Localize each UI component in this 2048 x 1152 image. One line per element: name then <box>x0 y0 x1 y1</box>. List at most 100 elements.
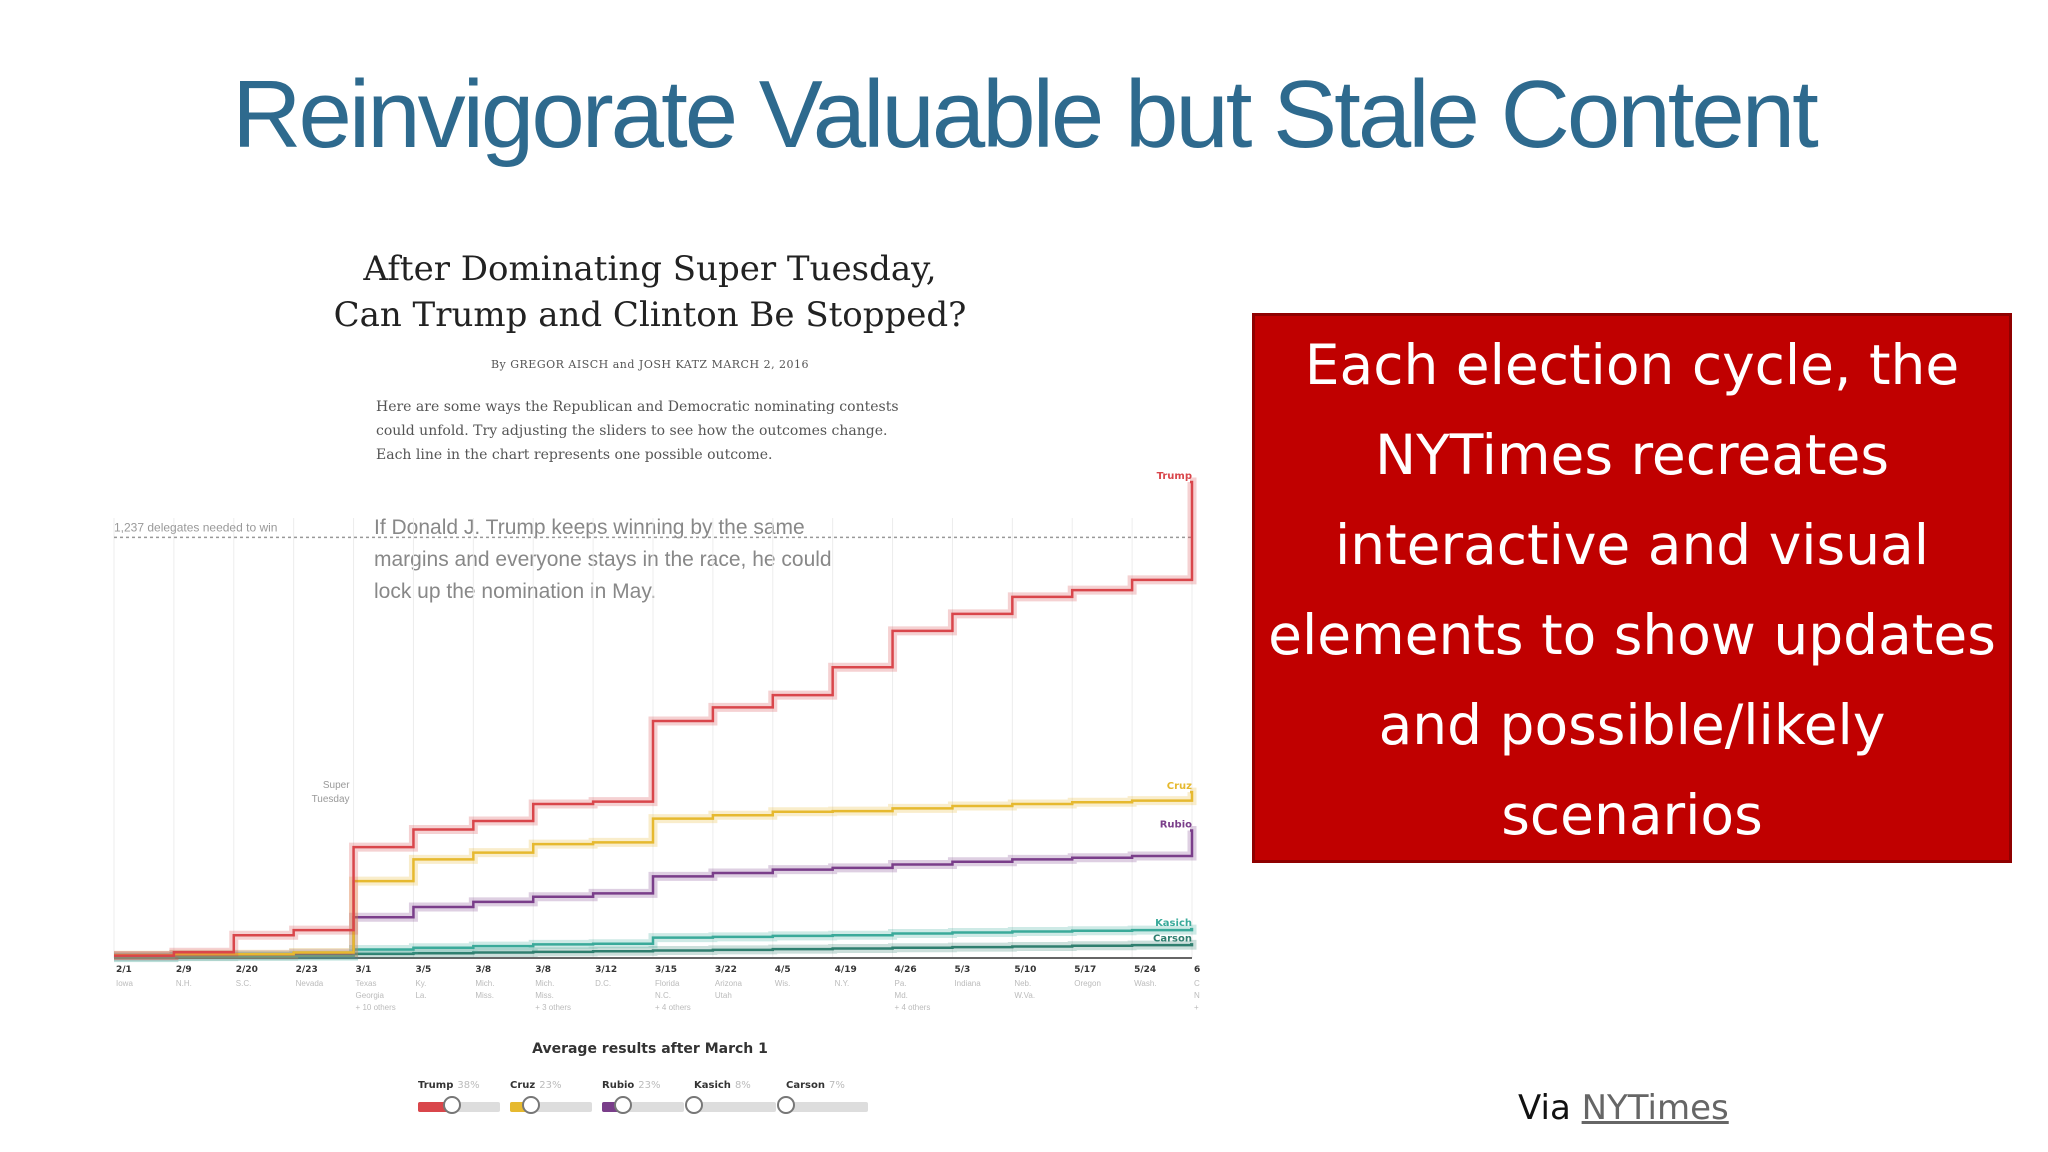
threshold-label: 1,237 delegates needed to win <box>114 520 277 534</box>
x-tick-sublabel: Neb. <box>1014 979 1031 988</box>
callout-line: interactive and visual <box>1334 513 1930 577</box>
x-tick-sublabel: Texas <box>356 979 377 988</box>
callout-line: NYTimes recreates <box>1375 423 1889 487</box>
x-tick-sublabel: Mich. <box>475 979 494 988</box>
callout-line: scenarios <box>1501 783 1763 847</box>
x-tick-label: 3/1 <box>356 965 372 975</box>
x-tick-label: 2/23 <box>296 965 318 975</box>
article-intro-line: could unfold. Try adjusting the sliders … <box>376 423 888 439</box>
x-tick-label: 3/8 <box>475 965 491 975</box>
slider-trump: Trump 38% <box>418 1080 500 1130</box>
slider-track[interactable] <box>418 1096 500 1114</box>
callout-line: elements to show updates <box>1268 603 1996 667</box>
article-intro: Here are some ways the Republican and De… <box>376 395 1036 467</box>
slider-rubio: Rubio 23% <box>602 1080 684 1130</box>
article-intro-line: Each line in the chart represents one po… <box>376 447 773 463</box>
x-tick-label: 4/19 <box>835 965 857 975</box>
series-label: Kasich <box>1155 918 1192 929</box>
series-line-cruz <box>114 790 1194 957</box>
x-tick-sublabel: Ky. <box>415 979 426 988</box>
via-label: Via <box>1518 1088 1571 1128</box>
annotation-label: Tuesday <box>312 794 350 805</box>
slider-track[interactable] <box>510 1096 592 1114</box>
slider-percent: 8% <box>734 1080 751 1091</box>
callout-line: Each election cycle, the <box>1304 333 1960 397</box>
x-tick-label: 5/17 <box>1074 965 1096 975</box>
callout-box: Each election cycle, the NYTimes recreat… <box>1252 313 2012 863</box>
x-tick-label: 2/20 <box>236 965 258 975</box>
x-tick-sublabel: + 4 others <box>655 1003 691 1012</box>
x-tick-sublabel: Md. <box>895 991 908 1000</box>
article-headline: After Dominating Super Tuesday, Can Trum… <box>100 246 1200 338</box>
sliders-title: Average results after March 1 <box>532 1041 768 1057</box>
x-tick-sublabel: + 4 others <box>1194 1003 1200 1012</box>
slider-kasich: Kasich 8% <box>685 1080 776 1130</box>
x-tick-sublabel: Wis. <box>775 979 791 988</box>
x-tick-label: 5/24 <box>1134 965 1156 975</box>
annotation-label: Super <box>323 780 350 791</box>
x-tick-label: 3/12 <box>595 965 617 975</box>
x-tick-label: 6/7 <box>1194 965 1200 975</box>
series-label: Cruz <box>1167 781 1192 792</box>
source-credit: Via NYTimes <box>1518 1088 1729 1128</box>
slider-percent: 23% <box>539 1080 562 1091</box>
scenario-line: lock up the nomination in May. <box>374 580 657 603</box>
slider-fill <box>602 1102 624 1112</box>
x-tick-sublabel: + 4 others <box>895 1003 931 1012</box>
nytimes-link[interactable]: NYTimes <box>1581 1088 1729 1128</box>
article-headline-line: After Dominating Super Tuesday, <box>363 249 937 289</box>
series-label: Carson <box>1153 933 1192 944</box>
series-label: Trump <box>1157 471 1192 482</box>
series-label: Rubio <box>1160 820 1192 831</box>
slider-knob[interactable] <box>685 1096 703 1114</box>
x-tick-sublabel: Calif. <box>1194 979 1200 988</box>
slider-track[interactable] <box>685 1096 776 1114</box>
article-intro-line: Here are some ways the Republican and De… <box>376 399 899 415</box>
article-screenshot: After Dominating Super Tuesday, Can Trum… <box>100 240 1200 1152</box>
slide-title: Reinvigorate Valuable but Stale Content <box>232 61 1819 168</box>
x-tick-label: 5/3 <box>954 965 970 975</box>
x-tick-sublabel: N.Y. <box>835 979 850 988</box>
article-scenario-text: If Donald J. Trump keeps winning by the … <box>374 512 934 608</box>
x-tick-sublabel: Florida <box>655 979 680 988</box>
slider-fill <box>510 1102 532 1112</box>
callout-line: and possible/likely <box>1378 693 1886 757</box>
slider-track[interactable] <box>602 1096 684 1114</box>
x-tick-sublabel: Pa. <box>895 979 907 988</box>
x-tick-sublabel: Utah <box>715 991 732 1000</box>
slider-carson: Carson 7% <box>777 1080 868 1130</box>
x-tick-sublabel: S.C. <box>236 979 252 988</box>
slider-knob[interactable] <box>777 1096 795 1114</box>
slider-label: Kasich 8% <box>694 1080 751 1091</box>
x-tick-sublabel: D.C. <box>595 979 611 988</box>
series-line-trump <box>114 480 1194 957</box>
slider-knob[interactable] <box>522 1096 541 1114</box>
x-tick-sublabel: N.H. <box>176 979 192 988</box>
delegate-chart: 1,237 delegates needed to win Super Tuesda… <box>113 471 1200 1012</box>
x-tick-sublabel: + 10 others <box>356 1003 396 1012</box>
article-headline-line: Can Trump and Clinton Be Stopped? <box>333 295 967 335</box>
slider-knob[interactable] <box>443 1096 462 1114</box>
x-tick-sublabel: Oregon <box>1074 979 1101 988</box>
x-tick-sublabel: Georgia <box>356 991 385 1000</box>
x-tick-sublabel: Arizona <box>715 979 743 988</box>
x-tick-label: 3/15 <box>655 965 677 975</box>
scenario-line: margins and everyone stays in the race, … <box>374 548 832 571</box>
slider-percent: 23% <box>638 1080 661 1091</box>
x-tick-label: 4/26 <box>895 965 917 975</box>
x-tick-label: 4/5 <box>775 965 791 975</box>
x-tick-label: 3/8 <box>535 965 551 975</box>
slider-percent: 7% <box>828 1080 845 1091</box>
slider-label: Trump 38% <box>418 1080 480 1091</box>
slider-knob[interactable] <box>614 1096 633 1114</box>
x-tick-sublabel: Miss. <box>535 991 554 1000</box>
x-tick-label: 3/5 <box>415 965 431 975</box>
x-tick-sublabel: Wash. <box>1134 979 1156 988</box>
x-tick-sublabel: W.Va. <box>1014 991 1035 1000</box>
slider-cruz: Cruz 23% <box>510 1080 592 1130</box>
x-tick-label: 3/22 <box>715 965 737 975</box>
slider-label: Carson 7% <box>786 1080 845 1091</box>
x-tick-label: 2/1 <box>116 965 132 975</box>
x-tick-sublabel: + 3 others <box>535 1003 571 1012</box>
slider-track[interactable] <box>777 1096 868 1114</box>
